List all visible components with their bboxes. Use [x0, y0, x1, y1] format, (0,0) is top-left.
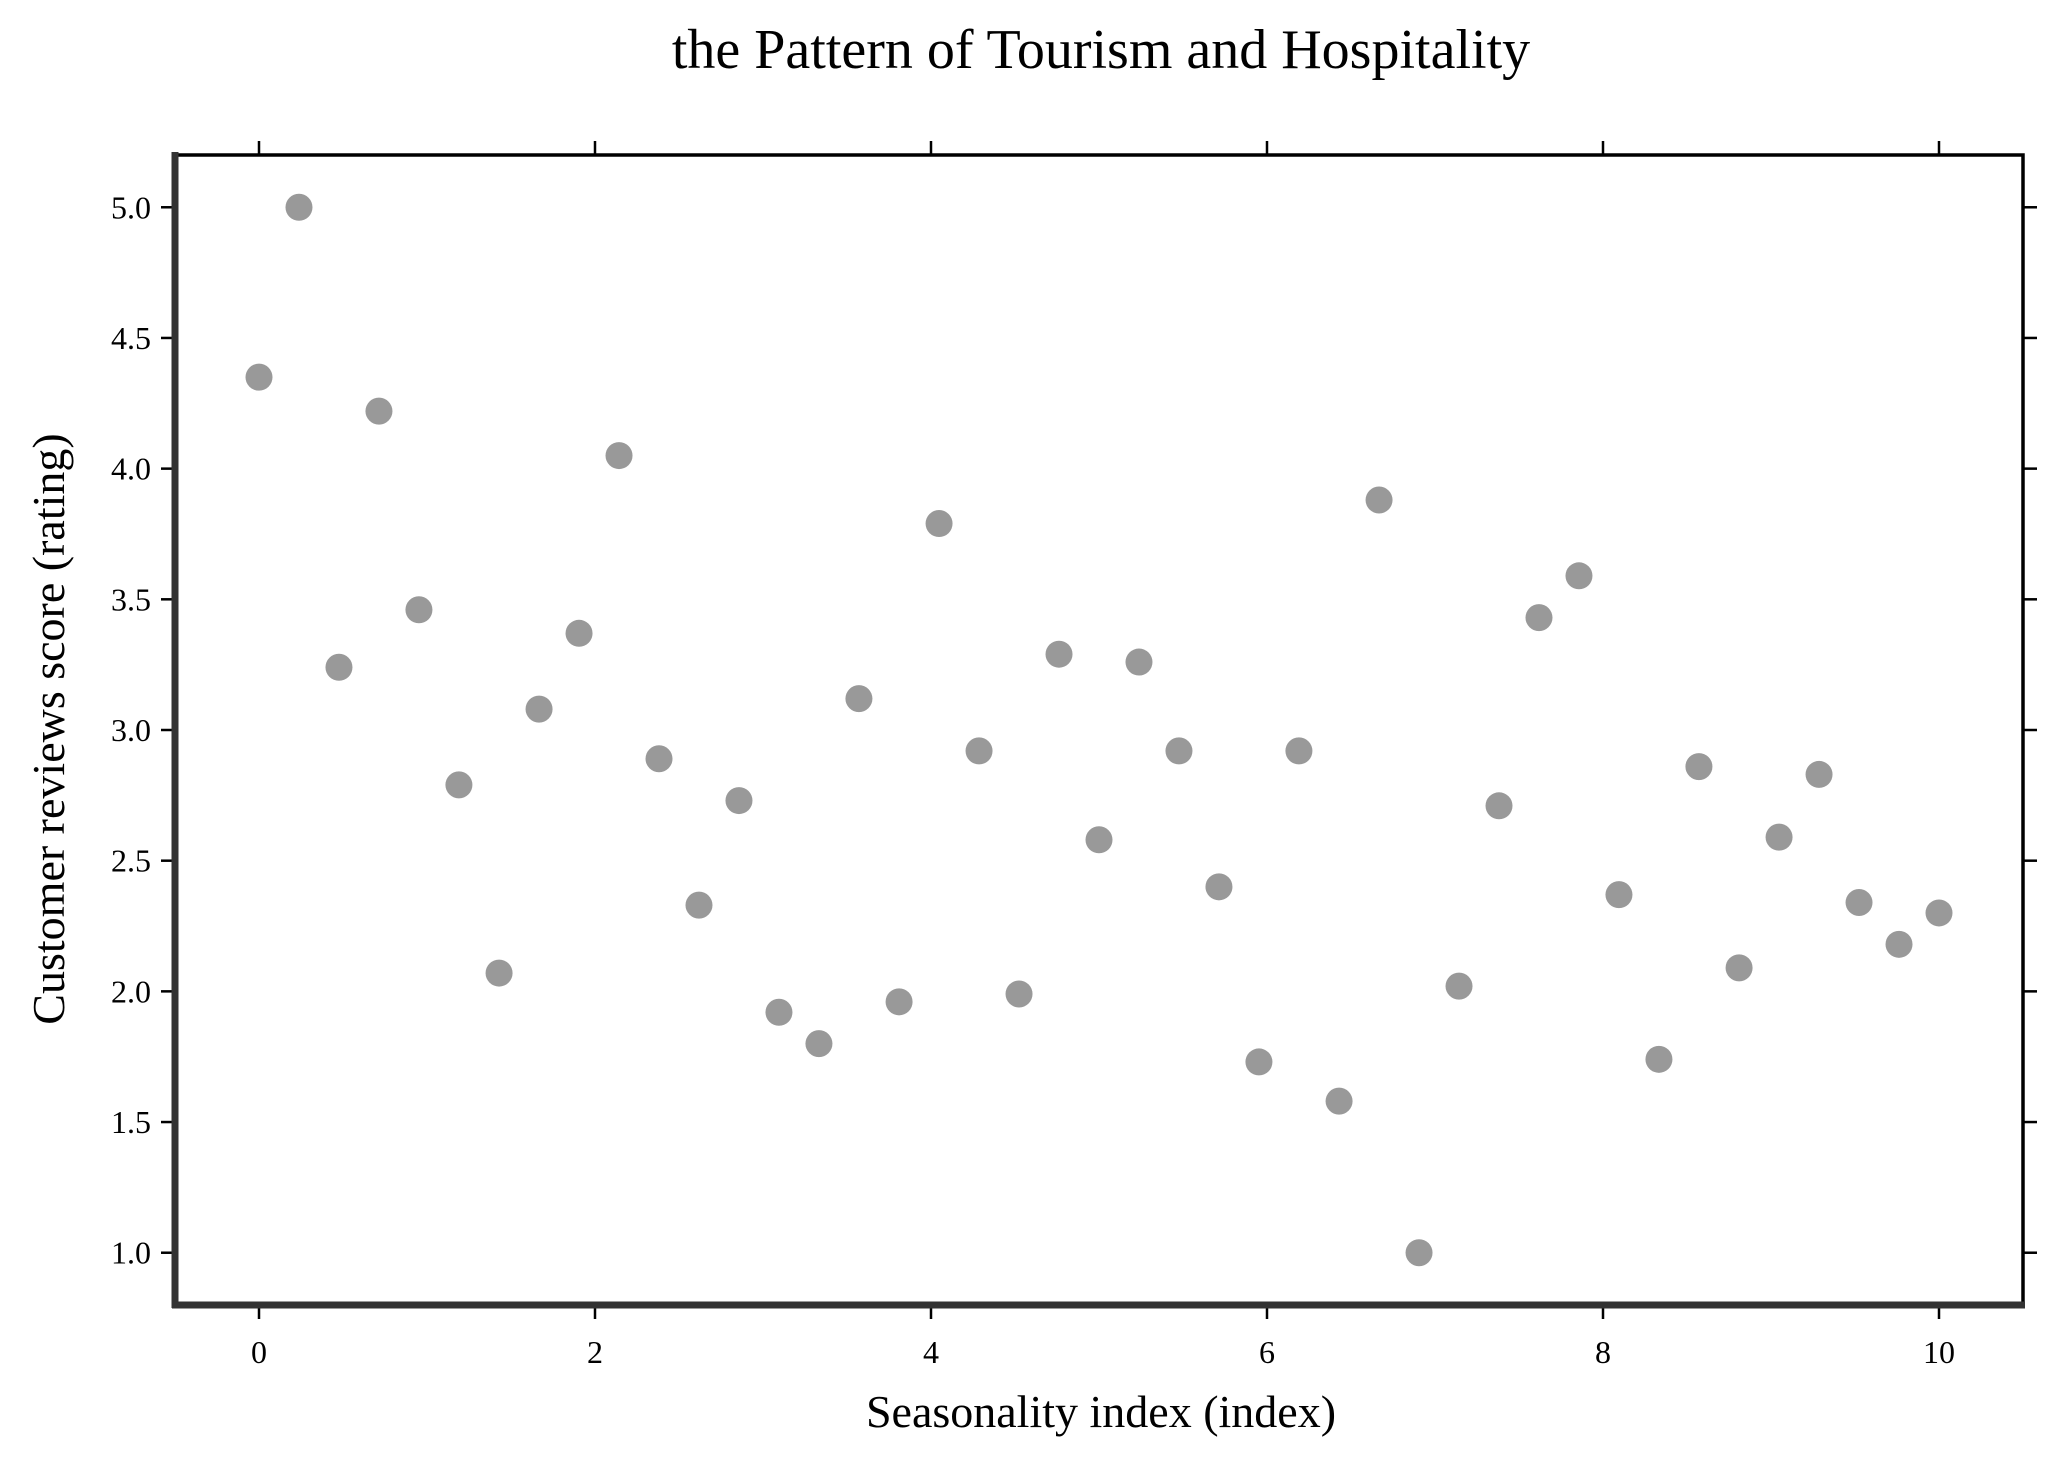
y-tick-label: 2.0	[111, 973, 151, 1009]
scatter-point	[1605, 881, 1633, 909]
scatter-point	[1645, 1045, 1673, 1073]
scatter-point	[1205, 873, 1233, 901]
scatter-point	[1365, 486, 1393, 514]
x-tick-label: 6	[1259, 1334, 1275, 1370]
scatter-point	[485, 959, 513, 987]
y-tick-label: 4.0	[111, 451, 151, 487]
scatter-point	[1325, 1087, 1353, 1115]
y-tick-label: 3.5	[111, 581, 151, 617]
x-tick-label: 4	[923, 1334, 939, 1370]
scatter-point	[645, 745, 673, 773]
x-tick-label: 10	[1923, 1334, 1955, 1370]
scatter-point	[725, 787, 753, 815]
scatter-point	[845, 685, 873, 713]
scatter-point	[1525, 604, 1553, 632]
x-axis-label: Seasonality index (index)	[866, 1386, 1336, 1437]
scatter-point	[285, 193, 313, 221]
scatter-point	[1245, 1048, 1273, 1076]
scatter-point	[565, 619, 593, 647]
scatter-point	[1125, 648, 1153, 676]
scatter-point	[965, 737, 993, 765]
y-tick-label: 5.0	[111, 189, 151, 225]
x-tick-label: 0	[251, 1334, 267, 1370]
y-tick-label: 1.0	[111, 1235, 151, 1271]
scatter-point	[605, 442, 633, 470]
scatter-point	[1285, 737, 1313, 765]
scatter-point	[1765, 823, 1793, 851]
scatter-point	[445, 771, 473, 799]
scatter-point	[1725, 954, 1753, 982]
scatter-point	[1845, 889, 1873, 916]
scatter-point	[1085, 826, 1113, 854]
data-points	[245, 193, 1953, 1267]
scatter-point	[365, 397, 393, 425]
x-tick-label: 2	[587, 1334, 603, 1370]
y-axis-label: Customer reviews score (rating)	[23, 433, 74, 1024]
scatter-point	[685, 891, 713, 919]
scatter-point	[1405, 1239, 1433, 1267]
scatter-point	[1165, 737, 1193, 765]
scatter-point	[405, 596, 433, 624]
y-tick-label: 2.5	[111, 843, 151, 879]
scatter-point	[1565, 562, 1593, 590]
scatter-point	[765, 998, 793, 1026]
scatter-point	[245, 363, 273, 391]
y-tick-label: 4.5	[111, 320, 151, 356]
scatter-point	[805, 1030, 833, 1058]
scatter-point	[1445, 972, 1473, 1000]
chart-title: the Pattern of Tourism and Hospitality	[672, 19, 1530, 81]
scatter-point	[325, 653, 353, 681]
scatter-point	[1485, 792, 1513, 820]
scatter-point	[925, 510, 953, 538]
x-tick-label: 8	[1595, 1334, 1611, 1370]
scatter-point	[1885, 930, 1913, 958]
y-tick-label: 3.0	[111, 712, 151, 748]
scatter-point	[1045, 640, 1073, 668]
scatter-point	[885, 988, 913, 1016]
axis-ticks: 0 2 4 6 8 10 1.0 1.5 2.0 2.5 3.0 3.5 4.0 4.5 5.0	[111, 141, 2037, 1370]
scatter-point	[1925, 899, 1953, 927]
scatter-point	[1685, 753, 1713, 781]
scatter-point	[1805, 760, 1833, 788]
y-tick-label: 1.5	[111, 1104, 151, 1140]
scatter-point	[1005, 980, 1033, 1008]
scatter-point	[525, 695, 553, 723]
